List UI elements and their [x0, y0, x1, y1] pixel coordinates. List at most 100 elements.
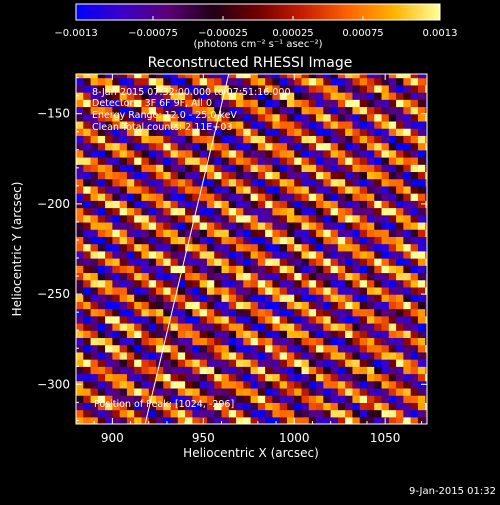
heatmap-cell [119, 330, 128, 339]
heatmap-cell [272, 120, 281, 129]
heatmap-cell [90, 214, 99, 223]
heatmap-cell [170, 221, 179, 230]
heatmap-cell [323, 92, 332, 100]
heatmap-cell [294, 258, 303, 266]
heatmap-cell [105, 402, 113, 411]
heatmap-cell [126, 74, 135, 79]
heatmap-cell [279, 128, 288, 136]
heatmap-cell [243, 351, 252, 360]
heatmap-cell [221, 373, 230, 382]
heatmap-cell [250, 77, 259, 86]
heatmap-cell [236, 178, 244, 187]
heatmap-cell [206, 272, 215, 281]
heatmap-cell [134, 84, 143, 93]
heatmap-cell [105, 366, 113, 375]
heatmap-cell [410, 265, 419, 274]
heatmap-cell [192, 322, 201, 331]
heatmap-cell [359, 142, 368, 151]
heatmap-cell [156, 272, 164, 281]
heatmap-cell [323, 77, 332, 86]
heatmap-cell [141, 207, 150, 216]
heatmap-cell [112, 229, 121, 237]
heatmap-cell [141, 330, 150, 339]
heatmap-cell [185, 243, 193, 252]
heatmap-cell [243, 337, 252, 346]
heatmap-cell [396, 128, 404, 136]
heatmap-cell [359, 351, 368, 360]
heatmap-cell [337, 279, 346, 288]
heatmap-cell [381, 207, 390, 216]
heatmap-cell [388, 236, 397, 245]
heatmap-cell [148, 171, 157, 180]
heatmap-cell [214, 265, 223, 274]
heatmap-cell [396, 308, 404, 317]
heatmap-cell [83, 279, 92, 288]
heatmap-cell [228, 229, 237, 237]
heatmap-cell [316, 156, 324, 165]
heatmap-cell [301, 74, 310, 79]
heatmap-cell [206, 337, 215, 346]
heatmap-cell [337, 265, 346, 274]
heatmap-cell [345, 373, 354, 382]
heatmap-cell [250, 149, 259, 158]
heatmap-cell [388, 171, 397, 180]
heatmap-cell [163, 272, 172, 281]
heatmap-cell [286, 135, 295, 144]
heatmap-cell [177, 387, 186, 396]
heatmap-cell [337, 178, 346, 187]
heatmap-cell [345, 250, 354, 259]
heatmap-cell [177, 84, 186, 93]
heatmap-cell [228, 99, 237, 108]
heatmap-cell [228, 337, 237, 346]
heatmap-cell [148, 142, 157, 151]
heatmap-cell [366, 337, 375, 346]
heatmap-cell [337, 301, 346, 310]
heatmap-cell [425, 229, 427, 237]
heatmap-cell [141, 337, 150, 346]
heatmap-cell [352, 308, 361, 317]
heatmap-cell [206, 149, 215, 158]
heatmap-cell [272, 416, 281, 424]
heatmap-cell [279, 315, 288, 324]
heatmap-cell [425, 308, 427, 317]
heatmap-cell [359, 236, 368, 245]
heatmap-cell [170, 351, 179, 360]
heatmap-cell [366, 77, 375, 86]
heatmap-cell [286, 308, 295, 317]
heatmap-cell [76, 149, 84, 158]
heatmap-cell [352, 77, 361, 86]
heatmap-cell [126, 236, 135, 245]
heatmap-cell [381, 351, 390, 360]
heatmap-cell [177, 128, 186, 136]
colorbar-tick-label: 0.0013 [423, 28, 458, 39]
heatmap-cell [410, 99, 419, 108]
heatmap-cell [381, 229, 390, 237]
heatmap-cell [330, 272, 339, 281]
heatmap-cell [83, 330, 92, 339]
heatmap-cell [112, 395, 121, 403]
heatmap-cell [323, 164, 332, 173]
heatmap-cell [403, 373, 412, 382]
heatmap-cell [345, 106, 354, 115]
heatmap-cell [83, 128, 92, 136]
heatmap-cell [126, 301, 135, 310]
heatmap-cell [366, 214, 375, 223]
heatmap-cell [170, 178, 179, 187]
heatmap-cell [206, 380, 215, 389]
heatmap-cell [279, 149, 288, 158]
heatmap-cell [221, 294, 230, 302]
heatmap-cell [236, 120, 244, 129]
heatmap-cell [301, 193, 310, 201]
heatmap-cell [192, 99, 201, 108]
heatmap-cell [301, 359, 310, 367]
heatmap-cell [170, 236, 179, 245]
heatmap-cell [279, 258, 288, 266]
heatmap-cell [294, 416, 303, 424]
heatmap-cell [410, 344, 419, 353]
heatmap-cell [199, 142, 208, 151]
heatmap-cell [323, 250, 332, 259]
heatmap-cell [228, 156, 237, 165]
heatmap-cell [396, 120, 404, 129]
heatmap-cell [316, 279, 324, 288]
heatmap-cell [301, 308, 310, 317]
